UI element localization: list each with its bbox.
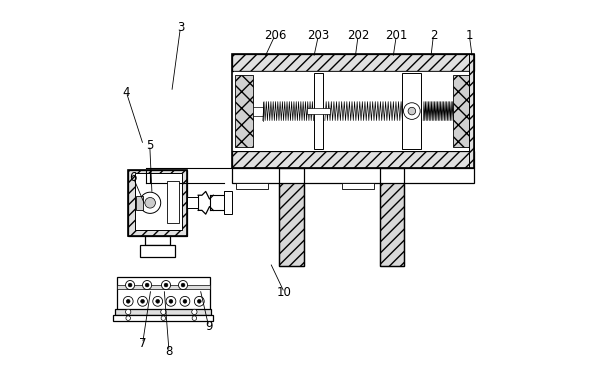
Circle shape [123,296,133,306]
Circle shape [192,309,197,315]
Circle shape [126,309,131,315]
Circle shape [169,299,173,303]
Circle shape [404,103,420,119]
Bar [224,191,232,214]
Bar [167,181,179,223]
Circle shape [145,283,149,287]
Circle shape [164,283,168,287]
Bar [145,236,170,245]
Text: 3: 3 [177,21,184,34]
Bar [307,108,330,114]
Circle shape [128,283,132,287]
Text: 2: 2 [430,29,437,42]
Bar [232,54,474,71]
Bar [113,315,213,321]
Bar [454,75,468,147]
Bar [115,309,211,315]
Text: 1: 1 [466,29,473,42]
Bar [128,170,187,236]
Circle shape [197,299,201,303]
Bar [279,168,304,266]
Text: 206: 206 [264,29,286,42]
Circle shape [141,299,145,303]
Bar [468,54,474,168]
Text: 5: 5 [146,139,154,152]
Circle shape [161,280,171,290]
Text: 8: 8 [165,345,173,358]
Circle shape [166,296,176,306]
Circle shape [183,299,187,303]
Text: 10: 10 [277,286,292,299]
Circle shape [142,280,152,290]
Circle shape [145,197,155,208]
Bar [187,197,198,208]
Circle shape [153,296,162,306]
Bar [135,173,182,230]
Circle shape [126,280,135,290]
Circle shape [178,280,187,290]
Text: 7: 7 [139,337,146,350]
Circle shape [139,192,161,213]
Circle shape [195,296,204,306]
Bar [234,71,473,151]
Circle shape [126,316,130,320]
Bar [136,196,142,210]
Bar [380,168,404,266]
Circle shape [161,309,166,315]
Text: 9: 9 [205,320,212,333]
Circle shape [126,299,130,303]
Bar [314,73,323,149]
Text: 203: 203 [307,29,330,42]
Text: 201: 201 [385,29,407,42]
Text: 6: 6 [129,171,137,184]
Bar [279,168,304,266]
Bar [139,245,176,257]
Circle shape [138,296,148,306]
Bar [117,277,209,310]
Text: 202: 202 [347,29,369,42]
Circle shape [181,283,185,287]
Bar [232,54,474,168]
Circle shape [161,316,165,320]
Bar [342,183,374,189]
Bar [232,151,474,168]
Bar [117,285,209,289]
Bar [380,168,404,266]
Bar [128,170,187,236]
Bar [224,191,228,214]
Text: 4: 4 [123,86,130,99]
Bar [235,75,253,147]
Bar [236,183,268,189]
Circle shape [408,107,416,115]
Circle shape [192,316,197,320]
Bar [232,168,474,183]
Circle shape [156,299,160,303]
Circle shape [180,296,190,306]
Bar [403,73,421,149]
Bar [253,107,263,115]
